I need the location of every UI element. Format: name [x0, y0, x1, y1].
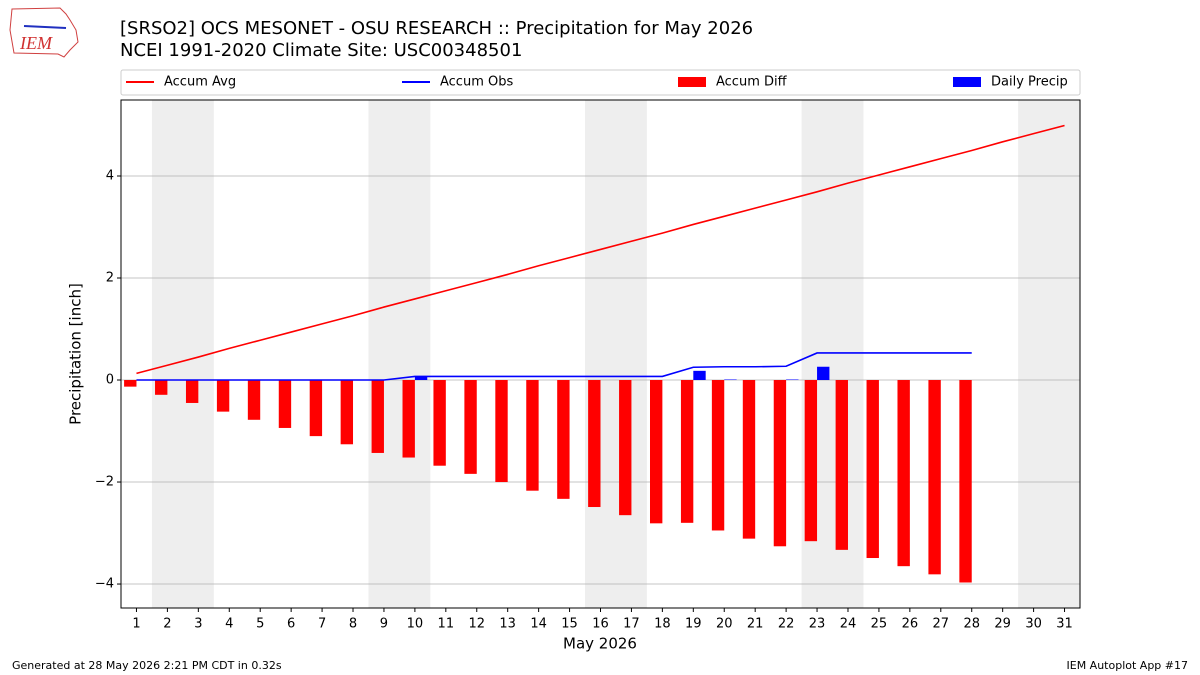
line — [136, 124, 1065, 375]
bar — [804, 380, 818, 542]
x-tick-label: 14 — [530, 617, 547, 632]
logo-line — [23, 25, 67, 29]
x-tick-label: 19 — [685, 617, 702, 632]
logo-text: IEM — [19, 33, 53, 53]
bar — [414, 376, 428, 381]
logo-outline — [9, 7, 79, 58]
legend-box — [120, 69, 1081, 96]
bar — [216, 380, 230, 412]
legend-label: Accum Avg — [164, 75, 236, 90]
bar — [464, 380, 477, 474]
y-tick-label: 0 — [106, 373, 114, 388]
chart-subtitle: NCEI 1991-2020 Climate Site: USC00348501 — [120, 40, 522, 61]
x-tick-label: 11 — [438, 617, 455, 632]
bar — [835, 380, 848, 550]
x-tick-label: 17 — [623, 617, 640, 632]
weekend-shade — [368, 100, 431, 608]
bar — [124, 380, 137, 387]
bar — [959, 380, 972, 583]
x-tick-label: 23 — [809, 617, 826, 632]
bar — [278, 380, 292, 428]
x-tick-label: 7 — [318, 617, 326, 632]
x-tick-label: 13 — [499, 617, 516, 632]
x-tick-label: 16 — [592, 617, 609, 632]
x-tick-label: 18 — [654, 617, 671, 632]
x-tick-label: 25 — [871, 617, 888, 632]
x-tick-label: 10 — [407, 617, 424, 632]
x-tick-label: 2 — [163, 617, 171, 632]
bar — [680, 380, 694, 523]
weekend-shade — [585, 100, 647, 608]
bar — [866, 380, 879, 559]
plot-frame — [120, 99, 1081, 609]
bar — [557, 380, 570, 499]
footer-right: IEM Autoplot App #17 — [1067, 659, 1189, 672]
bar — [340, 380, 354, 445]
x-tick-label: 30 — [1025, 617, 1042, 632]
x-axis-label: May 2026 — [563, 635, 637, 653]
bar — [402, 380, 415, 458]
bar — [786, 379, 799, 381]
bar — [588, 380, 601, 508]
legend-label: Daily Precip — [991, 75, 1068, 90]
chart-title: [SRSO2] OCS MESONET - OSU RESEARCH :: Pr… — [120, 18, 753, 39]
bar — [247, 380, 261, 420]
line — [136, 352, 972, 381]
bar — [773, 380, 787, 547]
logo: IEM — [9, 7, 79, 58]
bar — [433, 380, 446, 466]
x-tick-label: 20 — [716, 617, 733, 632]
x-tick-label: 31 — [1056, 617, 1073, 632]
x-tick-label: 8 — [349, 617, 357, 632]
bar — [185, 380, 199, 403]
bar — [309, 380, 323, 437]
bar — [619, 380, 632, 516]
legend-swatch — [953, 77, 981, 87]
bar — [371, 380, 384, 453]
y-tick-label: −4 — [95, 577, 114, 592]
x-tick-label: 24 — [840, 617, 857, 632]
legend-label: Accum Obs — [440, 75, 513, 90]
y-tick-label: 2 — [106, 271, 114, 286]
x-tick-label: 9 — [380, 617, 388, 632]
y-tick-label: 4 — [106, 168, 114, 183]
y-axis-label: Precipitation [inch] — [67, 283, 85, 425]
x-tick-label: 28 — [963, 617, 980, 632]
bar — [817, 366, 830, 381]
x-tick-label: 4 — [225, 617, 233, 632]
x-tick-label: 26 — [902, 617, 919, 632]
legend-swatch — [678, 77, 706, 87]
weekend-shade — [1018, 100, 1080, 608]
bar — [526, 380, 539, 491]
x-tick-label: 15 — [561, 617, 578, 632]
bar — [495, 380, 508, 483]
bar — [711, 380, 725, 531]
x-tick-label: 22 — [778, 617, 795, 632]
bar — [897, 380, 910, 567]
bar — [742, 380, 756, 539]
x-tick-label: 5 — [256, 617, 264, 632]
x-tick-label: 21 — [747, 617, 764, 632]
bar — [155, 380, 168, 395]
footer-left: Generated at 28 May 2026 2:21 PM CDT in … — [12, 659, 282, 672]
bar — [693, 370, 706, 381]
y-tick-label: −2 — [95, 475, 114, 490]
x-tick-label: 27 — [933, 617, 950, 632]
bar — [724, 379, 737, 381]
x-tick-label: 3 — [194, 617, 202, 632]
weekend-shade — [151, 100, 214, 608]
x-tick-label: 6 — [287, 617, 295, 632]
legend-label: Accum Diff — [716, 75, 788, 90]
bar — [928, 380, 941, 575]
bar — [649, 380, 663, 524]
x-tick-label: 12 — [468, 617, 485, 632]
x-tick-label: 29 — [994, 617, 1011, 632]
x-tick-label: 1 — [132, 617, 140, 632]
